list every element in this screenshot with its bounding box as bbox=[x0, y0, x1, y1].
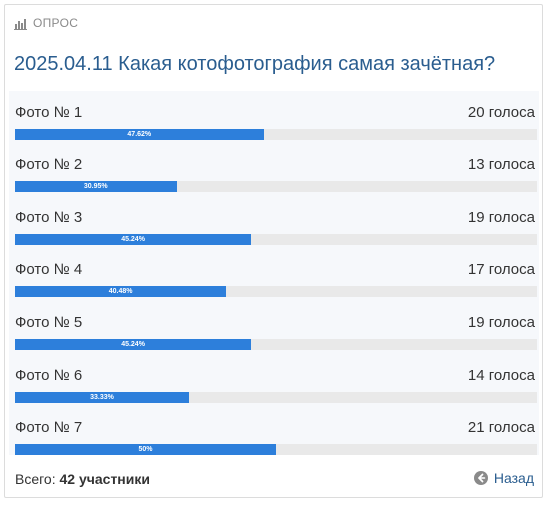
option-bar-fill: 45.24% bbox=[15, 339, 252, 350]
option-bar-track: 45.24% bbox=[15, 339, 537, 350]
option-percent: 50% bbox=[138, 446, 153, 453]
option-votes: 19 голоса bbox=[467, 314, 535, 331]
option-name: Фото № 2 bbox=[15, 156, 83, 173]
option-bar-fill: 50% bbox=[15, 444, 276, 455]
poll-option-6: Фото № 6 14 голоса 33.33% bbox=[15, 362, 537, 403]
option-name: Фото № 3 bbox=[15, 209, 83, 226]
option-name: Фото № 7 bbox=[15, 419, 83, 436]
option-bar-fill: 47.62% bbox=[15, 129, 264, 140]
back-label[interactable]: Назад bbox=[493, 470, 534, 486]
poll-options: Фото № 1 20 голоса 47.62% Фото № 2 13 го… bbox=[9, 91, 539, 455]
option-bar-fill: 45.24% bbox=[15, 234, 252, 245]
poll-option-4: Фото № 4 17 голоса 40.48% bbox=[15, 256, 537, 297]
poll-total: Всего: 42 участники bbox=[15, 471, 150, 487]
option-name: Фото № 4 bbox=[15, 261, 83, 278]
option-percent: 40.48% bbox=[108, 288, 133, 295]
poll-option-1: Фото № 1 20 голоса 47.62% bbox=[15, 99, 537, 140]
option-votes: 14 голоса bbox=[467, 367, 535, 384]
poll-option-5: Фото № 5 19 голоса 45.24% bbox=[15, 309, 537, 350]
option-votes: 13 голоса bbox=[467, 156, 535, 173]
option-bar-track: 47.62% bbox=[15, 129, 537, 140]
option-name: Фото № 5 bbox=[15, 314, 83, 331]
arrow-left-circle-icon bbox=[473, 471, 488, 485]
option-bar-track: 50% bbox=[15, 444, 537, 455]
poll-card: ОПРОС 2025.04.11 Какая котофотография са… bbox=[4, 4, 543, 498]
poll-option-7: Фото № 7 21 голоса 50% bbox=[15, 414, 537, 455]
option-percent: 30.95% bbox=[83, 183, 108, 190]
option-bar-fill: 30.95% bbox=[15, 181, 177, 192]
option-bar-fill: 40.48% bbox=[15, 286, 227, 297]
option-votes: 17 голоса bbox=[467, 261, 535, 278]
option-bar-track: 40.48% bbox=[15, 286, 537, 297]
option-percent: 45.24% bbox=[121, 236, 145, 243]
option-bar-fill: 33.33% bbox=[15, 392, 189, 403]
total-value: 42 участники bbox=[59, 471, 150, 487]
option-percent: 45.24% bbox=[121, 341, 145, 348]
poll-header-label: ОПРОС bbox=[33, 16, 79, 30]
option-votes: 19 голоса bbox=[467, 209, 535, 226]
back-button[interactable]: Назад bbox=[473, 470, 534, 486]
poll-option-2: Фото № 2 13 голоса 30.95% bbox=[15, 151, 537, 192]
option-votes: 20 голоса bbox=[467, 104, 535, 121]
total-label: Всего: bbox=[15, 471, 56, 487]
option-name: Фото № 1 bbox=[15, 104, 83, 121]
option-percent: 33.33% bbox=[90, 394, 114, 401]
poll-title: 2025.04.11 Какая котофотография самая за… bbox=[14, 53, 496, 75]
bar-chart-icon bbox=[14, 17, 27, 30]
option-bar-track: 45.24% bbox=[15, 234, 537, 245]
option-name: Фото № 6 bbox=[15, 367, 83, 384]
option-votes: 21 голоса bbox=[467, 419, 535, 436]
option-bar-track: 33.33% bbox=[15, 392, 537, 403]
poll-header: ОПРОС bbox=[14, 16, 78, 30]
option-bar-track: 30.95% bbox=[15, 181, 537, 192]
poll-option-3: Фото № 3 19 голоса 45.24% bbox=[15, 204, 537, 245]
option-percent: 47.62% bbox=[127, 131, 152, 138]
